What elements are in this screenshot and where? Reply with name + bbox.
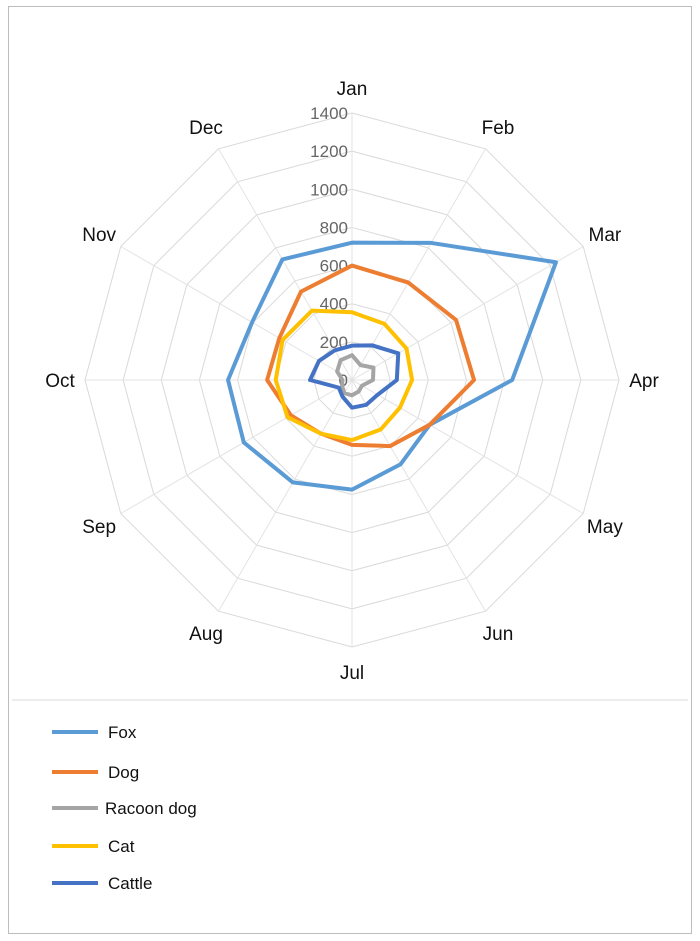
legend-label: Cattle bbox=[108, 874, 152, 893]
radial-tick-label: 1000 bbox=[310, 180, 348, 199]
legend-item: Cat bbox=[52, 837, 135, 856]
spoke bbox=[218, 148, 353, 381]
category-label-jan: Jan bbox=[337, 79, 368, 100]
chart-frame bbox=[8, 6, 692, 934]
category-label-aug: Aug bbox=[189, 624, 223, 645]
spoke bbox=[120, 379, 353, 514]
radial-tick-label: 1400 bbox=[310, 104, 348, 123]
series-line-cattle bbox=[308, 343, 401, 410]
category-label-may: May bbox=[587, 517, 623, 538]
category-label-sep: Sep bbox=[82, 517, 116, 538]
legend: Fox Dog Racoon dog Cat Cattle bbox=[52, 723, 197, 893]
spoke bbox=[351, 148, 486, 381]
legend-label: Dog bbox=[108, 763, 139, 782]
series-line-fox bbox=[226, 240, 558, 492]
legend-label: Racoon dog bbox=[105, 799, 197, 818]
legend-item: Cattle bbox=[52, 874, 152, 893]
legend-label: Cat bbox=[108, 837, 135, 856]
category-label-jun: Jun bbox=[483, 624, 514, 645]
radial-tick-label: 800 bbox=[320, 218, 348, 237]
category-label-oct: Oct bbox=[45, 371, 75, 392]
legend-item: Fox bbox=[52, 723, 137, 742]
category-label-mar: Mar bbox=[589, 225, 622, 246]
series-line-dog bbox=[265, 263, 477, 449]
legend-label: Fox bbox=[108, 723, 137, 742]
legend-item: Dog bbox=[52, 763, 139, 782]
spoke bbox=[351, 246, 584, 381]
series-line-racoon-dog bbox=[335, 353, 376, 398]
category-labels: Jan Feb Mar Apr May Jun Jul Aug Sep Oct Nov Dec bbox=[45, 79, 659, 684]
category-label-nov: Nov bbox=[82, 225, 116, 246]
spoke bbox=[351, 379, 486, 612]
grid bbox=[84, 112, 620, 648]
category-label-jul: Jul bbox=[340, 663, 364, 684]
radial-tick-label: 400 bbox=[320, 295, 348, 314]
legend-item: Racoon dog bbox=[52, 799, 197, 818]
series-line-cat bbox=[273, 308, 415, 443]
spoke bbox=[218, 379, 353, 612]
series-lines bbox=[226, 240, 558, 492]
category-label-apr: Apr bbox=[629, 371, 659, 392]
radial-tick-label: 1200 bbox=[310, 142, 348, 161]
category-label-feb: Feb bbox=[482, 118, 515, 139]
category-label-dec: Dec bbox=[189, 118, 223, 139]
spoke bbox=[120, 246, 353, 381]
spoke bbox=[351, 379, 584, 514]
